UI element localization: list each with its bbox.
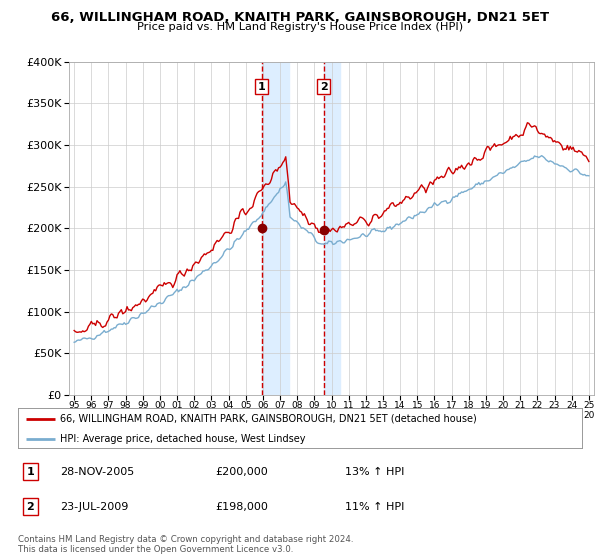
Text: 11% ↑ HPI: 11% ↑ HPI [345,502,404,512]
Text: Price paid vs. HM Land Registry's House Price Index (HPI): Price paid vs. HM Land Registry's House … [137,22,463,32]
Text: £200,000: £200,000 [215,467,268,477]
Text: 2: 2 [26,502,34,512]
Text: 1: 1 [26,467,34,477]
Text: 23-JUL-2009: 23-JUL-2009 [60,502,128,512]
Bar [262,62,289,395]
Text: 28-NOV-2005: 28-NOV-2005 [60,467,134,477]
Text: £198,000: £198,000 [215,502,268,512]
Text: 66, WILLINGHAM ROAD, KNAITH PARK, GAINSBOROUGH, DN21 5ET: 66, WILLINGHAM ROAD, KNAITH PARK, GAINSB… [51,11,549,24]
Text: 66, WILLINGHAM ROAD, KNAITH PARK, GAINSBOROUGH, DN21 5ET (detached house): 66, WILLINGHAM ROAD, KNAITH PARK, GAINSB… [60,414,477,423]
Text: 1: 1 [257,82,265,92]
Text: 2: 2 [320,82,328,92]
Text: Contains HM Land Registry data © Crown copyright and database right 2024.
This d: Contains HM Land Registry data © Crown c… [18,535,353,554]
Bar [324,62,340,395]
Text: 13% ↑ HPI: 13% ↑ HPI [345,467,404,477]
Text: HPI: Average price, detached house, West Lindsey: HPI: Average price, detached house, West… [60,434,306,444]
